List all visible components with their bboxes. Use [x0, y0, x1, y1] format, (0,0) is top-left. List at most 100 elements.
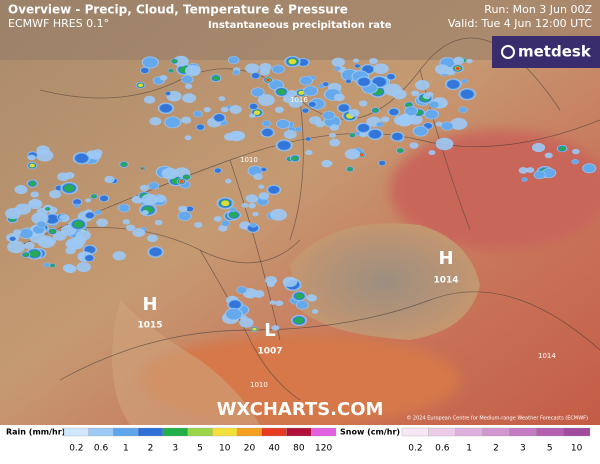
precip-cell: [184, 65, 201, 77]
precip-cell: [65, 238, 82, 250]
precip-cell: [138, 83, 144, 88]
precip-cell: [159, 75, 168, 81]
precip-cell: [257, 197, 269, 206]
precip-cell: [274, 106, 284, 113]
precip-cell: [193, 110, 203, 117]
precip-cell: [140, 167, 144, 170]
precip-cell: [75, 153, 89, 163]
legend-tick: 3: [520, 444, 526, 454]
precip-cell: [196, 124, 205, 130]
legend-tick: 3: [172, 444, 178, 454]
precip-cell: [349, 133, 355, 137]
precip-cell: [218, 225, 228, 232]
precip-cell: [571, 148, 580, 155]
precip-cell: [251, 88, 264, 97]
warm-area: [390, 130, 600, 250]
legend-tick: 10: [219, 444, 231, 454]
precip-cell: [213, 216, 222, 222]
precip-cell: [405, 106, 418, 116]
precip-cell: [214, 168, 221, 173]
precip-cell: [154, 219, 163, 226]
precip-cell: [237, 286, 247, 294]
precip-cell: [65, 246, 76, 255]
precip-cell: [75, 230, 91, 241]
precip-cell: [357, 124, 370, 132]
precip-cell: [262, 128, 273, 137]
precip-cell: [329, 132, 337, 138]
precip-cell: [262, 120, 271, 127]
precip-cell: [358, 100, 368, 107]
precip-cell: [182, 93, 197, 103]
isobar-labels: 1016 1010 1014 1010: [240, 96, 556, 389]
precip-cell: [534, 171, 546, 179]
pressure-labels: H 1015 L 1007 H 1014: [137, 248, 458, 357]
precip-cell: [266, 78, 271, 82]
precip-cell: [309, 116, 322, 125]
brand: metdesk: [518, 43, 592, 61]
precip-cell: [221, 220, 230, 227]
precip-cell: [428, 150, 436, 156]
precip-cell: [304, 86, 318, 96]
precip-cell: [13, 229, 22, 236]
legend-swatch: [401, 427, 430, 437]
precip-cell: [526, 167, 535, 173]
precip-cell: [229, 211, 239, 218]
precip-cell: [294, 293, 304, 300]
precip-cell: [122, 219, 131, 225]
precip-cell: [183, 175, 190, 180]
precip-cell: [298, 90, 305, 95]
precip-cell: [376, 122, 384, 127]
legend-tick: 1: [123, 444, 129, 454]
precip-cell: [270, 208, 288, 221]
precip-cell: [19, 228, 33, 239]
precip-cell: [248, 202, 256, 209]
precip-cell: [392, 132, 403, 141]
legend-tick: 10: [571, 444, 583, 454]
precip-cell: [261, 167, 267, 172]
precip-cell: [94, 210, 102, 215]
precip-cell: [422, 93, 431, 100]
title: Overview - Precip, Cloud, Temperature & …: [8, 3, 348, 17]
precip-cell: [178, 211, 191, 221]
precip-cell: [345, 79, 351, 84]
precip-cell: [387, 74, 395, 80]
precip-cell: [50, 264, 55, 267]
precip-cell: [429, 101, 439, 108]
precip-cell: [277, 141, 291, 150]
precip-cell: [245, 194, 258, 203]
precip-cell: [521, 177, 528, 182]
precip-cell: [165, 117, 181, 128]
legend-swatch: [482, 427, 510, 437]
precip-cell: [460, 89, 474, 99]
precip-cell: [344, 148, 361, 160]
precip-cell: [458, 107, 467, 113]
subtitle: Instantaneous precipitation rate: [208, 20, 392, 31]
legend-tick: 1: [466, 444, 472, 454]
run: Run: Mon 3 Jun 00Z: [484, 3, 592, 16]
isobar-label: 1016: [290, 96, 308, 104]
precip-cell: [405, 102, 412, 108]
precip-cell: [250, 222, 257, 228]
isobar-label: 1010: [240, 156, 258, 164]
legend-swatch: [562, 427, 591, 437]
precip-cell: [268, 186, 280, 194]
precip-cell: [212, 75, 220, 81]
legend-tick: 5: [547, 444, 553, 454]
precip-cell: [46, 214, 59, 224]
precip-cell: [28, 181, 36, 187]
map: [0, 0, 600, 425]
precip-cell: [31, 212, 49, 225]
precip-cell: [389, 108, 399, 116]
precip-cell: [352, 58, 360, 63]
legend-tick: 80: [293, 444, 305, 454]
precip-cell: [228, 56, 239, 64]
precip-cell: [73, 220, 84, 229]
precip-cell: [333, 93, 345, 102]
legend-swatch: [113, 427, 139, 437]
precip-cell: [306, 294, 317, 302]
precip-cell: [226, 308, 242, 320]
precip-cell: [348, 109, 360, 117]
precip-cell: [149, 117, 162, 126]
legend-swatch: [455, 427, 483, 437]
precip-cell: [194, 222, 203, 228]
